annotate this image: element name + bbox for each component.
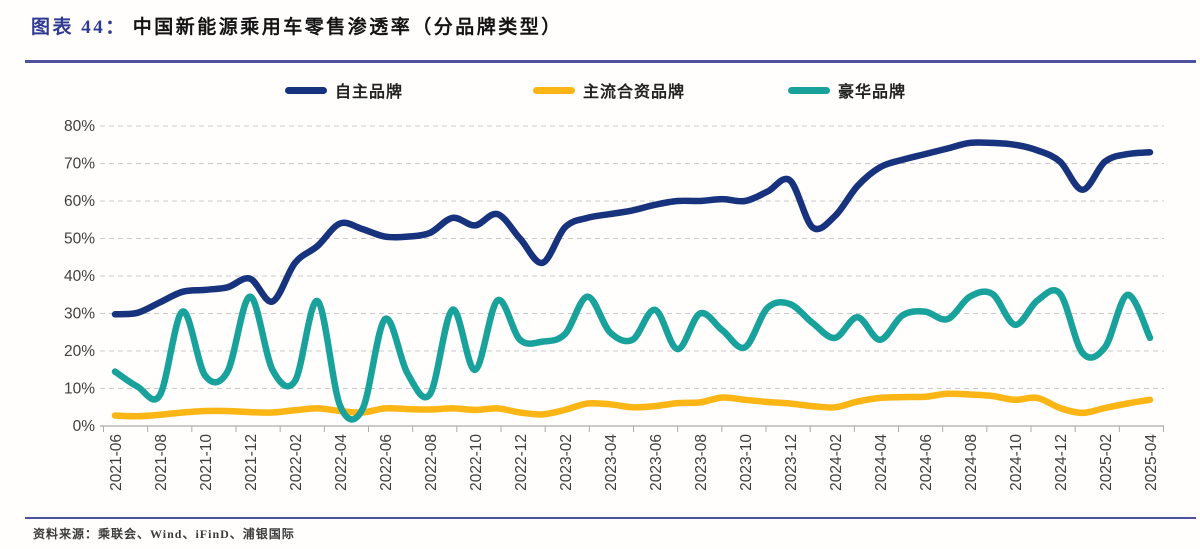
x-tick-label: 2024-04	[873, 434, 890, 491]
x-tick-label: 2024-12	[1053, 434, 1070, 491]
page-title: 图表 44： 中国新能源乘用车零售渗透率（分品牌类型）	[31, 12, 563, 39]
y-tick-label: 30%	[64, 306, 95, 323]
x-tick-label: 2022-10	[468, 434, 485, 491]
x-tick-label: 2024-08	[963, 434, 980, 491]
x-tick-label: 2023-02	[558, 434, 575, 491]
legend-swatch-icon	[533, 86, 575, 94]
x-tick-label: 2022-08	[423, 434, 440, 491]
x-tick-label: 2021-06	[108, 434, 125, 491]
footer-divider	[25, 517, 1196, 519]
series-line-自主品牌	[111, 139, 1154, 318]
x-tick-label: 2021-12	[243, 434, 260, 491]
legend-label: 主流合资品牌	[583, 84, 686, 101]
x-tick-label: 2023-06	[648, 434, 665, 491]
y-tick-label: 20%	[64, 343, 95, 360]
legend-item-豪华品牌: 豪华品牌	[788, 80, 907, 101]
x-tick-label: 2022-12	[513, 434, 530, 491]
x-tick-label: 2025-02	[1098, 434, 1115, 491]
legend-label: 豪华品牌	[838, 84, 907, 101]
x-tick-label: 2024-02	[828, 434, 845, 491]
title-divider	[25, 60, 1196, 63]
legend-item-主流合资品牌: 主流合资品牌	[533, 80, 686, 101]
x-tick-label: 2021-08	[153, 434, 170, 491]
y-tick-label: 40%	[64, 268, 95, 285]
series-line-主流合资品牌	[111, 390, 1154, 420]
x-tick-label: 2024-10	[1008, 434, 1025, 491]
y-tick-label: 10%	[64, 381, 95, 398]
x-tick-label: 2023-04	[603, 434, 620, 491]
x-tick-label: 2023-12	[783, 434, 800, 491]
figure-title-text: 中国新能源乘用车零售渗透率（分品牌类型）	[132, 17, 563, 38]
x-tick-label: 2022-04	[333, 434, 350, 491]
figure-number: 图表 44：	[31, 17, 127, 38]
x-tick-label: 2022-02	[288, 434, 305, 491]
x-tick-label: 2025-04	[1143, 434, 1160, 491]
legend-swatch-icon	[285, 86, 327, 94]
x-tick-label: 2022-06	[378, 434, 395, 491]
y-tick-label: 80%	[64, 118, 95, 135]
chart-legend: 自主品牌 主流合资品牌 豪华品牌	[0, 80, 1200, 102]
y-tick-label: 50%	[64, 231, 95, 248]
x-tick-label: 2024-06	[918, 434, 935, 491]
series-line-豪华品牌	[111, 287, 1154, 423]
x-tick-label: 2021-10	[198, 434, 215, 491]
y-tick-label: 60%	[64, 193, 95, 210]
y-tick-label: 70%	[64, 156, 95, 173]
y-tick-label: 0%	[73, 418, 96, 435]
legend-label: 自主品牌	[335, 84, 404, 101]
legend-item-自主品牌: 自主品牌	[285, 80, 404, 101]
source-note: 资料来源：乘联会、Wind、iFinD、浦银国际	[33, 527, 295, 541]
x-tick-label: 2023-10	[738, 434, 755, 491]
x-tick-label: 2023-08	[693, 434, 710, 491]
legend-swatch-icon	[788, 86, 830, 94]
